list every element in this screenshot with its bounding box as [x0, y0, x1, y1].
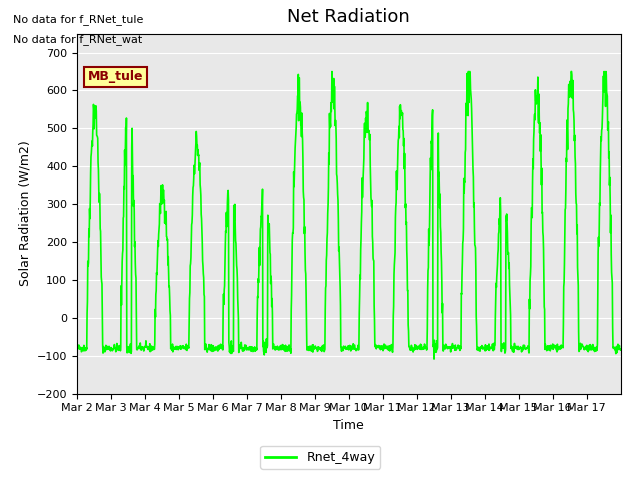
X-axis label: Time: Time: [333, 419, 364, 432]
Legend: Rnet_4way: Rnet_4way: [260, 446, 380, 469]
Y-axis label: Solar Radiation (W/m2): Solar Radiation (W/m2): [18, 141, 31, 287]
Title: Net Radiation: Net Radiation: [287, 9, 410, 26]
Text: No data for f_RNet_tule: No data for f_RNet_tule: [13, 14, 143, 25]
Text: No data for f_RNet_wat: No data for f_RNet_wat: [13, 34, 142, 45]
Text: MB_tule: MB_tule: [88, 71, 143, 84]
